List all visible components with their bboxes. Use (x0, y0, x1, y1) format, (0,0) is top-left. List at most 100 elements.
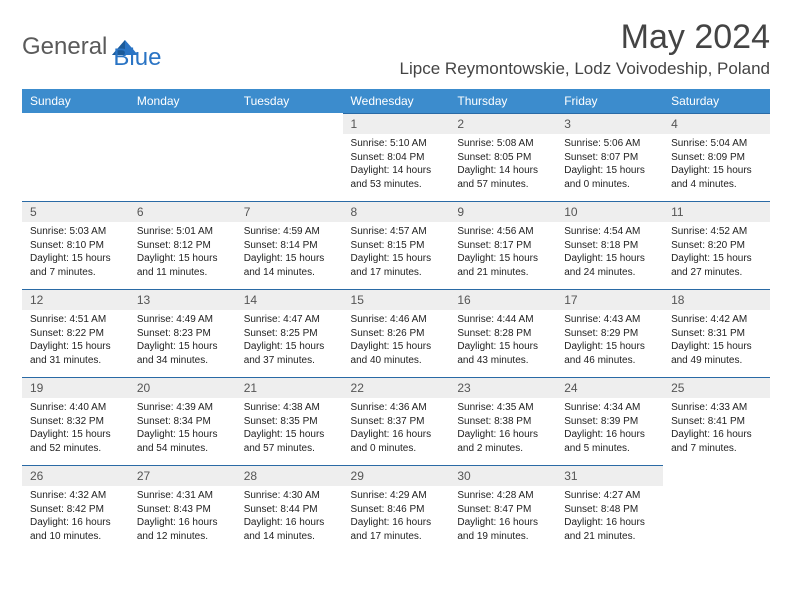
calendar-table: SundayMondayTuesdayWednesdayThursdayFrid… (22, 89, 770, 553)
weekday-header-row: SundayMondayTuesdayWednesdayThursdayFrid… (22, 89, 770, 113)
calendar-day-cell: 12Sunrise: 4:51 AMSunset: 8:22 PMDayligh… (22, 289, 129, 377)
day-number: 29 (343, 465, 450, 486)
day-info: Sunrise: 4:28 AMSunset: 8:47 PMDaylight:… (449, 486, 556, 549)
day-info: Sunrise: 4:40 AMSunset: 8:32 PMDaylight:… (22, 398, 129, 461)
calendar-day-cell (129, 113, 236, 201)
calendar-day-cell (236, 113, 343, 201)
day-number: 8 (343, 201, 450, 222)
weekday-header: Wednesday (343, 89, 450, 113)
calendar-day-cell: 28Sunrise: 4:30 AMSunset: 8:44 PMDayligh… (236, 465, 343, 553)
day-info: Sunrise: 4:33 AMSunset: 8:41 PMDaylight:… (663, 398, 770, 461)
calendar-day-cell: 31Sunrise: 4:27 AMSunset: 8:48 PMDayligh… (556, 465, 663, 553)
day-number: 19 (22, 377, 129, 398)
calendar-day-cell: 16Sunrise: 4:44 AMSunset: 8:28 PMDayligh… (449, 289, 556, 377)
day-number: 6 (129, 201, 236, 222)
day-info: Sunrise: 4:39 AMSunset: 8:34 PMDaylight:… (129, 398, 236, 461)
header: General Blue May 2024 Lipce Reymontowski… (22, 18, 770, 79)
day-info: Sunrise: 5:06 AMSunset: 8:07 PMDaylight:… (556, 134, 663, 197)
location-subtitle: Lipce Reymontowskie, Lodz Voivodeship, P… (400, 59, 770, 79)
day-info: Sunrise: 4:47 AMSunset: 8:25 PMDaylight:… (236, 310, 343, 373)
calendar-day-cell: 13Sunrise: 4:49 AMSunset: 8:23 PMDayligh… (129, 289, 236, 377)
day-info: Sunrise: 4:46 AMSunset: 8:26 PMDaylight:… (343, 310, 450, 373)
day-info: Sunrise: 5:04 AMSunset: 8:09 PMDaylight:… (663, 134, 770, 197)
day-number: 15 (343, 289, 450, 310)
calendar-day-cell: 21Sunrise: 4:38 AMSunset: 8:35 PMDayligh… (236, 377, 343, 465)
day-number: 2 (449, 113, 556, 134)
calendar-week-row: 12Sunrise: 4:51 AMSunset: 8:22 PMDayligh… (22, 289, 770, 377)
day-number: 17 (556, 289, 663, 310)
day-info: Sunrise: 5:10 AMSunset: 8:04 PMDaylight:… (343, 134, 450, 197)
calendar-day-cell: 2Sunrise: 5:08 AMSunset: 8:05 PMDaylight… (449, 113, 556, 201)
day-info: Sunrise: 4:56 AMSunset: 8:17 PMDaylight:… (449, 222, 556, 285)
calendar-day-cell: 6Sunrise: 5:01 AMSunset: 8:12 PMDaylight… (129, 201, 236, 289)
day-number: 14 (236, 289, 343, 310)
day-number: 25 (663, 377, 770, 398)
day-info: Sunrise: 4:34 AMSunset: 8:39 PMDaylight:… (556, 398, 663, 461)
calendar-day-cell: 29Sunrise: 4:29 AMSunset: 8:46 PMDayligh… (343, 465, 450, 553)
calendar-week-row: 26Sunrise: 4:32 AMSunset: 8:42 PMDayligh… (22, 465, 770, 553)
day-number: 16 (449, 289, 556, 310)
calendar-day-cell (22, 113, 129, 201)
day-number: 10 (556, 201, 663, 222)
weekday-header: Sunday (22, 89, 129, 113)
calendar-day-cell: 30Sunrise: 4:28 AMSunset: 8:47 PMDayligh… (449, 465, 556, 553)
day-number: 22 (343, 377, 450, 398)
calendar-day-cell: 5Sunrise: 5:03 AMSunset: 8:10 PMDaylight… (22, 201, 129, 289)
day-number: 1 (343, 113, 450, 134)
day-number: 24 (556, 377, 663, 398)
day-info: Sunrise: 4:35 AMSunset: 8:38 PMDaylight:… (449, 398, 556, 461)
day-info: Sunrise: 5:08 AMSunset: 8:05 PMDaylight:… (449, 134, 556, 197)
day-number: 12 (22, 289, 129, 310)
day-number: 18 (663, 289, 770, 310)
calendar-day-cell: 27Sunrise: 4:31 AMSunset: 8:43 PMDayligh… (129, 465, 236, 553)
day-info: Sunrise: 5:03 AMSunset: 8:10 PMDaylight:… (22, 222, 129, 285)
calendar-week-row: 5Sunrise: 5:03 AMSunset: 8:10 PMDaylight… (22, 201, 770, 289)
calendar-day-cell: 11Sunrise: 4:52 AMSunset: 8:20 PMDayligh… (663, 201, 770, 289)
calendar-day-cell: 3Sunrise: 5:06 AMSunset: 8:07 PMDaylight… (556, 113, 663, 201)
day-info: Sunrise: 4:43 AMSunset: 8:29 PMDaylight:… (556, 310, 663, 373)
weekday-header: Thursday (449, 89, 556, 113)
day-number: 13 (129, 289, 236, 310)
day-info: Sunrise: 4:36 AMSunset: 8:37 PMDaylight:… (343, 398, 450, 461)
month-title: May 2024 (400, 18, 770, 57)
day-number: 3 (556, 113, 663, 134)
calendar-day-cell: 20Sunrise: 4:39 AMSunset: 8:34 PMDayligh… (129, 377, 236, 465)
day-info: Sunrise: 4:51 AMSunset: 8:22 PMDaylight:… (22, 310, 129, 373)
day-number: 20 (129, 377, 236, 398)
calendar-day-cell: 10Sunrise: 4:54 AMSunset: 8:18 PMDayligh… (556, 201, 663, 289)
day-number: 5 (22, 201, 129, 222)
day-info: Sunrise: 4:38 AMSunset: 8:35 PMDaylight:… (236, 398, 343, 461)
calendar-day-cell: 4Sunrise: 5:04 AMSunset: 8:09 PMDaylight… (663, 113, 770, 201)
calendar-day-cell: 9Sunrise: 4:56 AMSunset: 8:17 PMDaylight… (449, 201, 556, 289)
calendar-day-cell: 25Sunrise: 4:33 AMSunset: 8:41 PMDayligh… (663, 377, 770, 465)
weekday-header: Saturday (663, 89, 770, 113)
calendar-day-cell (663, 465, 770, 553)
brand-logo: General Blue (22, 18, 161, 72)
brand-part1: General (22, 33, 107, 61)
day-info: Sunrise: 4:32 AMSunset: 8:42 PMDaylight:… (22, 486, 129, 549)
day-info: Sunrise: 4:49 AMSunset: 8:23 PMDaylight:… (129, 310, 236, 373)
day-number: 4 (663, 113, 770, 134)
calendar-day-cell: 18Sunrise: 4:42 AMSunset: 8:31 PMDayligh… (663, 289, 770, 377)
calendar-day-cell: 19Sunrise: 4:40 AMSunset: 8:32 PMDayligh… (22, 377, 129, 465)
calendar-day-cell: 15Sunrise: 4:46 AMSunset: 8:26 PMDayligh… (343, 289, 450, 377)
calendar-body: 1Sunrise: 5:10 AMSunset: 8:04 PMDaylight… (22, 113, 770, 553)
calendar-day-cell: 1Sunrise: 5:10 AMSunset: 8:04 PMDaylight… (343, 113, 450, 201)
day-info: Sunrise: 4:57 AMSunset: 8:15 PMDaylight:… (343, 222, 450, 285)
calendar-week-row: 19Sunrise: 4:40 AMSunset: 8:32 PMDayligh… (22, 377, 770, 465)
day-info: Sunrise: 5:01 AMSunset: 8:12 PMDaylight:… (129, 222, 236, 285)
day-number: 30 (449, 465, 556, 486)
day-info: Sunrise: 4:42 AMSunset: 8:31 PMDaylight:… (663, 310, 770, 373)
calendar-day-cell: 22Sunrise: 4:36 AMSunset: 8:37 PMDayligh… (343, 377, 450, 465)
day-info: Sunrise: 4:52 AMSunset: 8:20 PMDaylight:… (663, 222, 770, 285)
weekday-header: Monday (129, 89, 236, 113)
calendar-day-cell: 8Sunrise: 4:57 AMSunset: 8:15 PMDaylight… (343, 201, 450, 289)
calendar-day-cell: 24Sunrise: 4:34 AMSunset: 8:39 PMDayligh… (556, 377, 663, 465)
title-block: May 2024 Lipce Reymontowskie, Lodz Voivo… (400, 18, 770, 79)
calendar-day-cell: 14Sunrise: 4:47 AMSunset: 8:25 PMDayligh… (236, 289, 343, 377)
weekday-header: Tuesday (236, 89, 343, 113)
day-info: Sunrise: 4:27 AMSunset: 8:48 PMDaylight:… (556, 486, 663, 549)
calendar-day-cell: 23Sunrise: 4:35 AMSunset: 8:38 PMDayligh… (449, 377, 556, 465)
day-info: Sunrise: 4:44 AMSunset: 8:28 PMDaylight:… (449, 310, 556, 373)
day-number: 21 (236, 377, 343, 398)
